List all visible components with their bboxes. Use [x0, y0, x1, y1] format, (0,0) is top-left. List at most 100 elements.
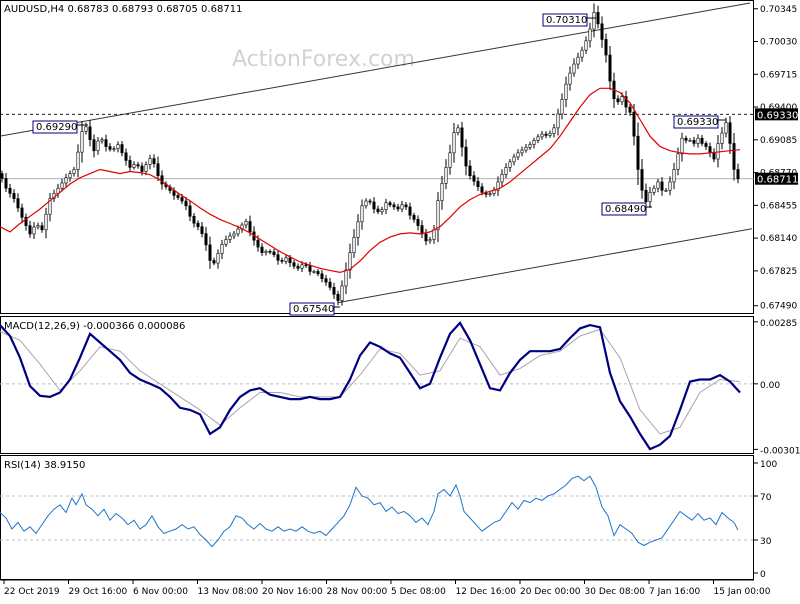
macd-y-axis: 0.00285 0.00 -0.003014	[754, 319, 800, 456]
candle-bear	[192, 215, 196, 224]
swing-label-low-box	[289, 302, 335, 316]
moving-average-line	[0, 87, 741, 274]
candle-bull	[428, 239, 432, 242]
x-axis-tick-label: 7 Jan 16:00	[649, 587, 701, 597]
candle-bear	[128, 160, 132, 168]
candle-bear	[320, 273, 324, 279]
candle-bull	[584, 40, 588, 51]
candle-bull	[564, 83, 568, 100]
swing-label-low-right-box	[601, 202, 647, 216]
price-trendlines	[0, 2, 753, 304]
rsi-panel-frame	[0, 455, 754, 580]
candle-bear	[640, 169, 644, 191]
x-axis-tick-label: 15 Jan 00:00	[714, 587, 771, 597]
candle-bear	[104, 139, 108, 147]
candle-bear	[644, 189, 648, 203]
candle-bull	[456, 127, 460, 134]
x-axis-tick-label: 5 Dec 08:00	[391, 587, 446, 597]
candle-bull	[696, 137, 700, 144]
candle-bull	[648, 192, 652, 203]
candle-bear	[4, 178, 8, 189]
price-y-tick-label: 0.69085	[760, 136, 797, 146]
candle-bear	[196, 222, 200, 227]
candle-bear	[292, 262, 296, 267]
candle-bear	[396, 206, 400, 210]
candle-bull	[432, 229, 436, 240]
candle-bull	[96, 140, 100, 152]
candle-bear	[336, 293, 340, 301]
candle-bull	[132, 164, 136, 168]
candle-bull	[284, 257, 288, 262]
candle-bear	[712, 152, 716, 160]
candle-bear	[728, 122, 732, 144]
candle-bear	[596, 12, 600, 25]
candle-bear	[280, 259, 284, 262]
candle-bear	[324, 278, 328, 283]
candle-bear	[260, 246, 264, 253]
x-axis-tick-label: 12 Dec 16:00	[456, 587, 517, 597]
candle-bear	[708, 146, 712, 154]
candle-bear	[632, 111, 636, 137]
candle-bear	[420, 225, 424, 235]
candle-bear	[176, 195, 180, 198]
candle-bear	[288, 257, 292, 264]
x-axis-tick-label: 20 Dec 00:00	[520, 587, 581, 597]
candle-bull	[220, 244, 224, 254]
candle-bull	[516, 152, 520, 158]
candle-bull	[344, 269, 348, 287]
x-axis-tick-label: 29 Oct 16:00	[69, 587, 128, 597]
candle-bear	[608, 54, 612, 82]
candle-bear	[180, 197, 184, 202]
candle-bear	[424, 233, 428, 242]
candle-bull	[36, 225, 40, 228]
candle-bear	[28, 225, 32, 235]
candle-bull	[552, 127, 556, 134]
candle-bull	[348, 252, 352, 271]
candle-bull	[716, 143, 720, 160]
macd-y-tick-label: 0.00285	[760, 319, 797, 329]
candle-bull	[312, 271, 316, 273]
swing-label-high-right-box	[673, 115, 719, 129]
candle-bull	[380, 209, 384, 213]
candle-bull	[112, 148, 116, 150]
candle-bear	[272, 251, 276, 256]
macd-y-tick-label: -0.003014	[760, 446, 800, 456]
candle-bear	[0, 173, 4, 179]
candle-bear	[684, 137, 688, 141]
candle-bear	[276, 254, 280, 261]
candle-bear	[472, 175, 476, 182]
candle-bear	[368, 200, 372, 203]
candle-bull	[400, 204, 404, 210]
candle-bull	[384, 202, 388, 210]
candle-bull	[360, 205, 364, 223]
candle-bull	[536, 136, 540, 141]
candle-bear	[256, 239, 260, 248]
candle-bull	[556, 113, 560, 129]
rsi-y-tick-label: 70	[760, 493, 772, 503]
candle-bear	[152, 158, 156, 165]
candle-bull	[672, 169, 676, 183]
candle-bull	[524, 146, 528, 151]
current-price-tag-bg	[755, 172, 798, 185]
candle-bear	[20, 207, 24, 218]
macd-y-tick-label: 0.00	[760, 381, 780, 391]
candle-bull	[724, 122, 728, 134]
candle-bear	[184, 200, 188, 207]
level-price-tag: 0.69330	[757, 110, 798, 121]
candle-bull	[560, 99, 564, 115]
chart-title: AUDUSD,H4 0.68783 0.68793 0.68705 0.6871…	[4, 4, 242, 15]
candle-bull	[216, 253, 220, 264]
candle-bull	[512, 156, 516, 163]
x-axis-tick-label: 13 Nov 08:00	[198, 587, 259, 597]
candle-bull	[572, 63, 576, 74]
candle-bull	[656, 181, 660, 189]
candle-bear	[328, 281, 332, 288]
price-y-tick-label: 0.70345	[760, 5, 797, 15]
candle-bear	[204, 233, 208, 246]
x-axis-tick-label: 28 Nov 00:00	[327, 587, 388, 597]
candle-bear	[700, 137, 704, 144]
candle-bull	[440, 183, 444, 201]
candle-bear	[156, 163, 160, 177]
candle-bull	[44, 213, 48, 231]
